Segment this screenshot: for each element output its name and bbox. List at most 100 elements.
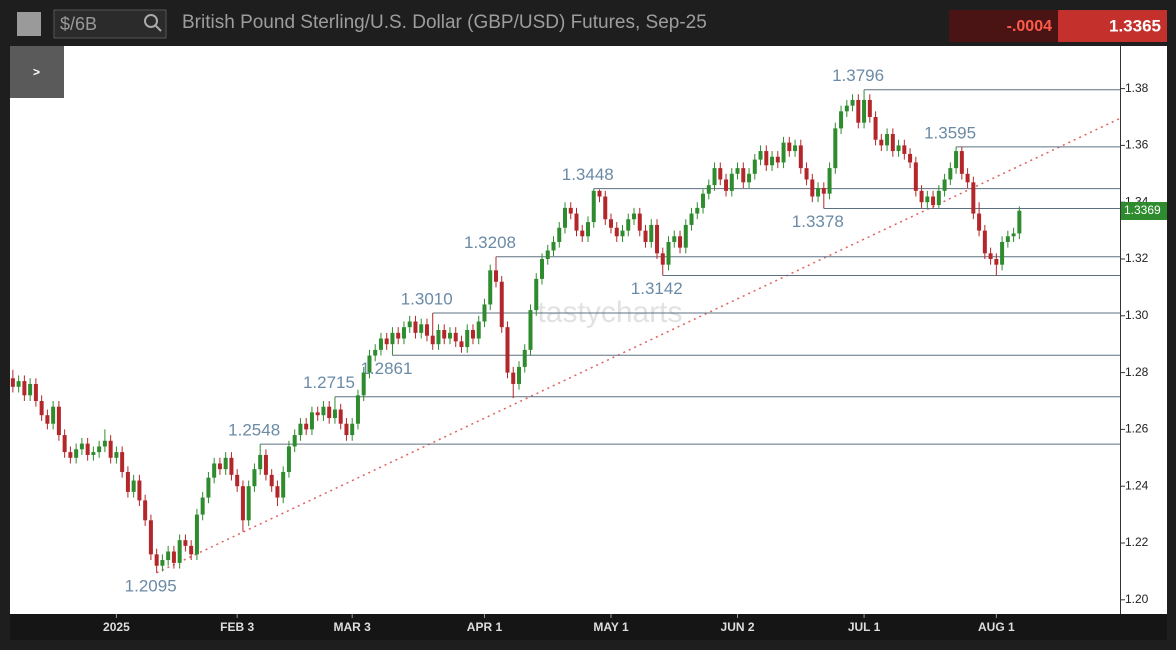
candle-body bbox=[563, 207, 567, 228]
candle-body bbox=[396, 332, 401, 339]
candle-body bbox=[401, 327, 406, 339]
candle-body bbox=[304, 423, 309, 430]
candle-body bbox=[10, 378, 15, 387]
candle-body bbox=[557, 227, 562, 242]
candle-body bbox=[281, 472, 286, 498]
candle-body bbox=[194, 514, 199, 555]
candle-body bbox=[574, 213, 579, 231]
watermark: tastycharts bbox=[537, 296, 682, 329]
candle-body bbox=[816, 188, 821, 197]
candle-body bbox=[925, 196, 930, 203]
candle-body bbox=[223, 457, 228, 470]
level-label: 1.2095 bbox=[125, 576, 177, 595]
plot: tastycharts 1.20 1.22 1.24 1.26 1.28 1.30 1.32 1… bbox=[10, 66, 1167, 634]
candle-body bbox=[890, 134, 895, 152]
candle-body bbox=[102, 440, 107, 447]
symbol-box[interactable] bbox=[53, 9, 167, 39]
candle-body bbox=[580, 230, 585, 237]
symbol[interactable]: $/6B bbox=[60, 14, 97, 34]
candle-body bbox=[171, 551, 176, 563]
candle-body bbox=[206, 477, 211, 498]
candle-body bbox=[833, 128, 838, 169]
candle-body bbox=[672, 236, 677, 242]
y-tick-label: 1.28 bbox=[1125, 365, 1149, 379]
candle-body bbox=[327, 406, 332, 419]
candle-body bbox=[217, 463, 222, 470]
candle-body bbox=[609, 219, 614, 228]
y-tick-label: 1.26 bbox=[1125, 422, 1149, 436]
candle-body bbox=[1011, 233, 1016, 237]
candle-body bbox=[856, 99, 861, 123]
candle-body bbox=[678, 236, 683, 248]
menu-button-label[interactable]: > bbox=[33, 65, 40, 79]
candle-body bbox=[862, 99, 867, 123]
candle-body bbox=[649, 224, 654, 242]
candle-body bbox=[482, 304, 487, 322]
level-label: 1.3595 bbox=[924, 123, 976, 142]
candle-body bbox=[332, 409, 337, 419]
candle-body bbox=[436, 330, 441, 345]
candle-body bbox=[373, 349, 378, 356]
candle-body bbox=[160, 560, 165, 566]
candle-body bbox=[959, 151, 964, 174]
candle-body bbox=[413, 321, 418, 333]
candle-body bbox=[114, 452, 119, 458]
candle-body bbox=[810, 179, 815, 197]
x-tick-label: MAY 1 bbox=[593, 620, 629, 634]
level-label: 1.3010 bbox=[401, 289, 453, 308]
candle-body bbox=[942, 179, 947, 191]
search-icon[interactable] bbox=[144, 14, 158, 28]
candle-body bbox=[632, 213, 637, 220]
candle-body bbox=[28, 383, 33, 396]
candle-body bbox=[787, 142, 792, 152]
candle-body bbox=[143, 500, 148, 521]
candle-body bbox=[424, 324, 429, 336]
candle-body bbox=[166, 551, 171, 561]
candle-body bbox=[309, 412, 314, 430]
candle-body bbox=[954, 151, 959, 169]
candle-body bbox=[1005, 236, 1010, 242]
candle-body bbox=[442, 330, 447, 339]
candle-body bbox=[240, 486, 245, 521]
x-tick-label: MAR 3 bbox=[334, 620, 372, 634]
level-label: 1.2715 bbox=[303, 373, 355, 392]
candle-body bbox=[706, 185, 711, 194]
candle-body bbox=[235, 474, 240, 487]
search-icon-handle bbox=[154, 24, 162, 32]
candle-body bbox=[177, 540, 182, 563]
candle-body bbox=[913, 162, 918, 191]
y-tick-label: 1.20 bbox=[1125, 592, 1149, 606]
candle-body bbox=[568, 207, 573, 214]
y-tick-label: 1.24 bbox=[1125, 478, 1149, 492]
candle-body bbox=[390, 332, 395, 345]
y-tick-label: 1.36 bbox=[1125, 138, 1149, 152]
candle-body bbox=[965, 173, 970, 183]
candle-body bbox=[361, 372, 366, 396]
x-tick-label: APR 1 bbox=[467, 620, 503, 634]
candle-body bbox=[724, 179, 729, 191]
candle-body bbox=[614, 227, 619, 237]
candle-body bbox=[56, 406, 61, 436]
candle-body bbox=[16, 381, 21, 387]
candle-body bbox=[948, 168, 953, 180]
candle-body bbox=[729, 173, 734, 191]
candle-body bbox=[1000, 241, 1005, 265]
candle-body bbox=[45, 415, 50, 424]
candle-body bbox=[804, 168, 809, 180]
candle-body bbox=[51, 406, 56, 424]
candle-body bbox=[91, 452, 96, 455]
candle-body bbox=[534, 278, 539, 311]
menu-button[interactable] bbox=[10, 46, 64, 98]
candle-body bbox=[522, 349, 527, 367]
x-tick-label: FEB 3 bbox=[220, 620, 254, 634]
y-tick-label: 1.30 bbox=[1125, 308, 1149, 322]
app-icon[interactable] bbox=[17, 12, 41, 36]
candle-body bbox=[269, 474, 274, 487]
candle-body bbox=[97, 446, 102, 453]
candle-body bbox=[511, 372, 516, 384]
candle-body bbox=[33, 383, 38, 401]
candle-body bbox=[39, 401, 44, 416]
candle-body bbox=[977, 213, 982, 231]
x-tick-label: JUN 2 bbox=[721, 620, 755, 634]
